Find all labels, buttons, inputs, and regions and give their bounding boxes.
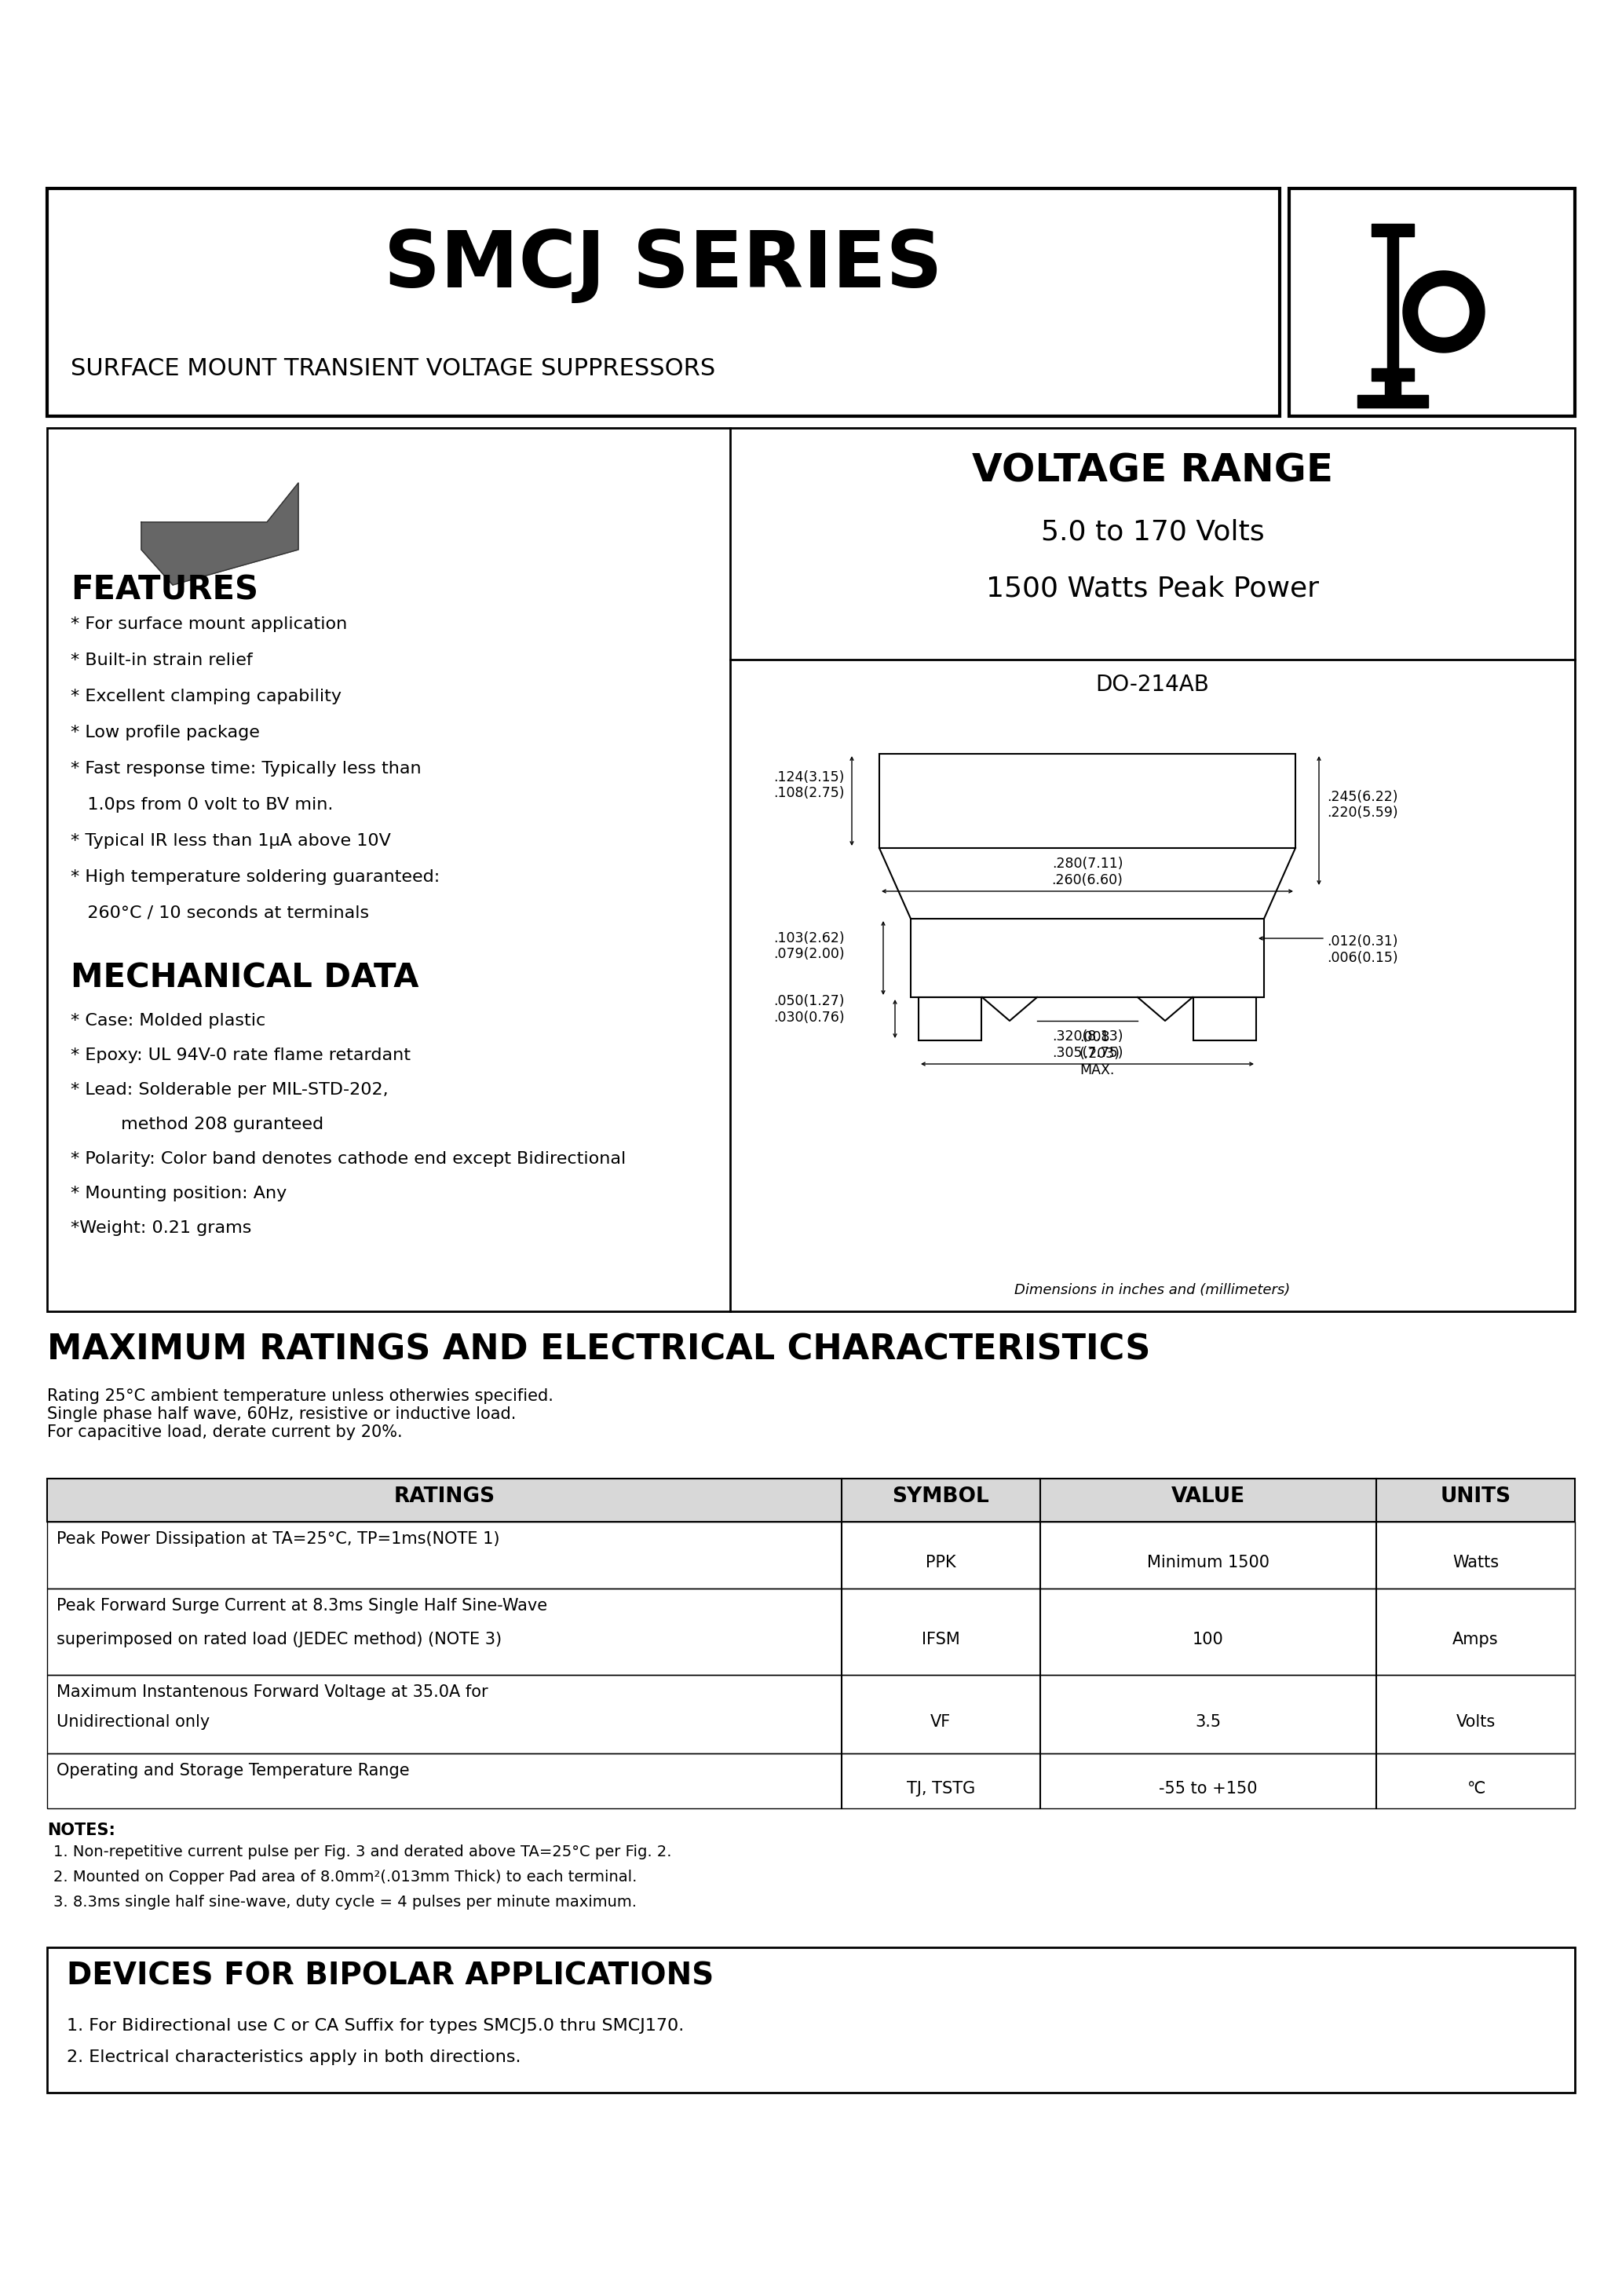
Text: superimposed on rated load (JEDEC method) (NOTE 3): superimposed on rated load (JEDEC method…: [57, 1632, 501, 1649]
Text: RATINGS: RATINGS: [394, 1486, 495, 1506]
Text: 100: 100: [1192, 1632, 1225, 1649]
Text: * Case: Molded plastic: * Case: Molded plastic: [71, 1013, 266, 1029]
Text: SYMBOL: SYMBOL: [892, 1486, 989, 1506]
Bar: [47, 1522, 1575, 1589]
Text: SMCJ SERIES: SMCJ SERIES: [384, 227, 942, 303]
Text: 1.0ps from 0 volt to BV min.: 1.0ps from 0 volt to BV min.: [71, 797, 333, 813]
Bar: [1289, 188, 1575, 416]
Text: 5.0 to 170 Volts: 5.0 to 170 Volts: [1041, 519, 1264, 544]
Bar: [47, 427, 1575, 1311]
Text: Dimensions in inches and (millimeters): Dimensions in inches and (millimeters): [1015, 1283, 1291, 1297]
Text: 260°C / 10 seconds at terminals: 260°C / 10 seconds at terminals: [71, 905, 370, 921]
Bar: [910, 918, 1264, 996]
Polygon shape: [1372, 223, 1414, 236]
Polygon shape: [141, 482, 298, 585]
Text: * For surface mount application: * For surface mount application: [71, 615, 347, 631]
Text: 2. Electrical characteristics apply in both directions.: 2. Electrical characteristics apply in b…: [67, 2050, 521, 2064]
Text: Watts: Watts: [1452, 1554, 1499, 1570]
Text: NOTES:: NOTES:: [47, 1823, 115, 1839]
Text: .012(0.31)
.006(0.15): .012(0.31) .006(0.15): [1327, 934, 1398, 964]
Bar: [47, 1674, 1575, 1754]
Polygon shape: [1403, 271, 1484, 354]
Text: VF: VF: [931, 1715, 950, 1729]
Text: Maximum Instantenous Forward Voltage at 35.0A for: Maximum Instantenous Forward Voltage at …: [57, 1685, 488, 1699]
Text: Minimum 1500: Minimum 1500: [1147, 1554, 1270, 1570]
Text: .320(8.13)
.305(7.75): .320(8.13) .305(7.75): [1051, 1029, 1122, 1061]
Text: Peak Forward Surge Current at 8.3ms Single Half Sine-Wave: Peak Forward Surge Current at 8.3ms Sing…: [57, 1598, 547, 1614]
Text: Operating and Storage Temperature Range: Operating and Storage Temperature Range: [57, 1763, 409, 1779]
Text: MAXIMUM RATINGS AND ELECTRICAL CHARACTERISTICS: MAXIMUM RATINGS AND ELECTRICAL CHARACTER…: [47, 1334, 1150, 1366]
Text: .050(1.27)
.030(0.76): .050(1.27) .030(0.76): [774, 994, 845, 1024]
Text: *Weight: 0.21 grams: *Weight: 0.21 grams: [71, 1219, 251, 1235]
Polygon shape: [1387, 236, 1398, 367]
Bar: [1194, 996, 1255, 1040]
Text: * Typical IR less than 1μA above 10V: * Typical IR less than 1μA above 10V: [71, 833, 391, 850]
Text: * Epoxy: UL 94V-0 rate flame retardant: * Epoxy: UL 94V-0 rate flame retardant: [71, 1047, 410, 1063]
Text: Rating 25°C ambient temperature unless otherwies specified.
Single phase half wa: Rating 25°C ambient temperature unless o…: [47, 1389, 553, 1440]
Text: .103(2.62)
.079(2.00): .103(2.62) .079(2.00): [774, 930, 845, 962]
Text: .124(3.15)
.108(2.75): .124(3.15) .108(2.75): [774, 769, 845, 801]
Text: PPK: PPK: [926, 1554, 955, 1570]
Bar: [879, 753, 1296, 847]
Bar: [47, 1754, 1575, 1809]
Text: * Lead: Solderable per MIL-STD-202,: * Lead: Solderable per MIL-STD-202,: [71, 1081, 388, 1097]
Text: * Mounting position: Any: * Mounting position: Any: [71, 1185, 287, 1201]
Bar: [47, 188, 1280, 416]
Text: -55 to +150: -55 to +150: [1160, 1782, 1257, 1795]
Text: 1500 Watts Peak Power: 1500 Watts Peak Power: [986, 576, 1319, 602]
Text: Peak Power Dissipation at TA=25°C, TP=1ms(NOTE 1): Peak Power Dissipation at TA=25°C, TP=1m…: [57, 1531, 500, 1548]
Polygon shape: [1419, 287, 1470, 338]
Bar: [47, 1589, 1575, 1674]
Text: VOLTAGE RANGE: VOLTAGE RANGE: [972, 452, 1333, 489]
Text: * Low profile package: * Low profile package: [71, 726, 260, 742]
Text: DO-214AB: DO-214AB: [1095, 673, 1210, 696]
Text: * Fast response time: Typically less than: * Fast response time: Typically less tha…: [71, 760, 422, 776]
Text: Volts: Volts: [1457, 1715, 1495, 1729]
Text: .280(7.11)
.260(6.60): .280(7.11) .260(6.60): [1051, 856, 1122, 886]
Text: 3. 8.3ms single half sine-wave, duty cycle = 4 pulses per minute maximum.: 3. 8.3ms single half sine-wave, duty cyc…: [54, 1894, 637, 1910]
Text: .245(6.22)
.220(5.59): .245(6.22) .220(5.59): [1327, 790, 1398, 820]
Text: 1. For Bidirectional use C or CA Suffix for types SMCJ5.0 thru SMCJ170.: 1. For Bidirectional use C or CA Suffix …: [67, 2018, 684, 2034]
Text: TJ, TSTG: TJ, TSTG: [907, 1782, 975, 1795]
Bar: [918, 996, 981, 1040]
Text: 3.5: 3.5: [1195, 1715, 1221, 1729]
Text: method 208 guranteed: method 208 guranteed: [71, 1116, 323, 1132]
Bar: [47, 1479, 1575, 1522]
Text: IFSM: IFSM: [921, 1632, 960, 1649]
Polygon shape: [1358, 395, 1427, 406]
Text: DEVICES FOR BIPOLAR APPLICATIONS: DEVICES FOR BIPOLAR APPLICATIONS: [67, 1961, 714, 1991]
Text: 2. Mounted on Copper Pad area of 8.0mm²(.013mm Thick) to each terminal.: 2. Mounted on Copper Pad area of 8.0mm²(…: [54, 1869, 637, 1885]
Polygon shape: [1385, 381, 1401, 395]
Text: UNITS: UNITS: [1440, 1486, 1512, 1506]
Bar: [47, 1947, 1575, 2092]
Text: VALUE: VALUE: [1171, 1486, 1246, 1506]
Text: * Excellent clamping capability: * Excellent clamping capability: [71, 689, 342, 705]
Text: * Built-in strain relief: * Built-in strain relief: [71, 652, 253, 668]
Text: .008
(.203)
MAX.: .008 (.203) MAX.: [1080, 1031, 1121, 1077]
Text: FEATURES: FEATURES: [71, 574, 258, 606]
Polygon shape: [1372, 367, 1414, 381]
Text: * Polarity: Color band denotes cathode end except Bidirectional: * Polarity: Color band denotes cathode e…: [71, 1150, 626, 1166]
Text: MECHANICAL DATA: MECHANICAL DATA: [71, 962, 418, 994]
Text: * High temperature soldering guaranteed:: * High temperature soldering guaranteed:: [71, 870, 440, 884]
Text: Unidirectional only: Unidirectional only: [57, 1715, 209, 1729]
Text: SURFACE MOUNT TRANSIENT VOLTAGE SUPPRESSORS: SURFACE MOUNT TRANSIENT VOLTAGE SUPPRESS…: [71, 358, 715, 381]
Text: ℃: ℃: [1466, 1782, 1484, 1795]
Text: 1. Non-repetitive current pulse per Fig. 3 and derated above TA=25°C per Fig. 2.: 1. Non-repetitive current pulse per Fig.…: [54, 1844, 672, 1860]
Text: Amps: Amps: [1453, 1632, 1499, 1649]
